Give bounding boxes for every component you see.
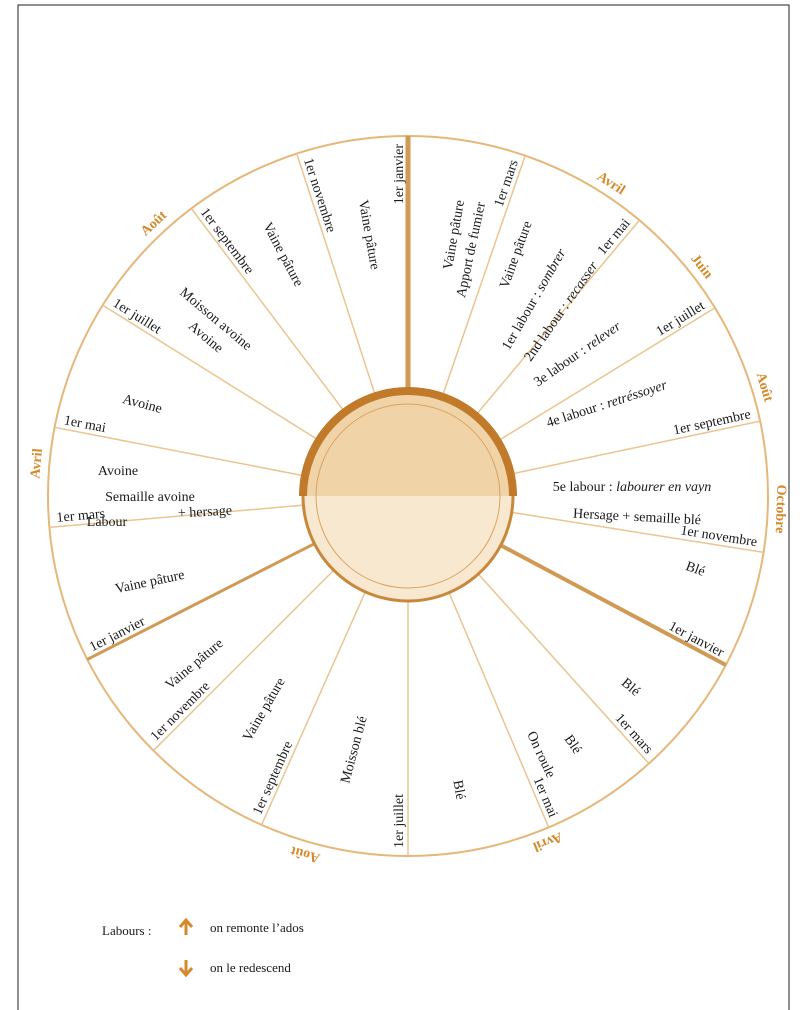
sector-text: Blé [618,676,643,700]
spoke-label: 1er mars [612,711,656,757]
hub-arc [303,391,513,496]
sector-label: Avoine [98,464,138,479]
spoke-label: 1er janvier [392,144,407,205]
sector-text: Semaille avoine [105,490,195,505]
spoke-label: 1er septembre [250,739,296,817]
sector-text: Vaine pâture [163,636,227,693]
sector-text: Labour [87,515,128,530]
month-label: Avril [28,448,46,479]
sector-label: Vaine pâture [114,568,186,597]
legend-up: on remonte l’ados [210,920,304,935]
sector-text: + hersage [178,504,233,522]
spoke-label: 1er septembre [197,205,256,277]
sector-label: Moisson blé [339,715,371,785]
sector-label: Vaine pâture [259,220,305,289]
spoke-label-group: 1er septembre [250,739,296,817]
spoke-label-group: 1er mars [492,158,522,209]
sector-label: Semaille avoine [105,490,195,505]
spoke-label-group: 1er mai [595,216,634,258]
sector-text: 5e labour : [553,480,616,495]
sector-text: Moisson blé [339,715,371,785]
up-arrow-icon [180,920,192,935]
spoke-label-group: 1er novembre [148,679,213,744]
labour-term: recasser [563,259,603,306]
spoke-label: 1er septembre [672,407,752,438]
sector-label: Vaine pâture [241,676,289,744]
sector-text: On roule [523,729,557,780]
calendar-diagram: 1er janvier 1er mars 1er mai 1er juillet 1er… [0,0,807,1010]
spoke-label: 1er juillet [110,296,164,337]
labour-term: relever [583,319,624,354]
sector-label: Blé [561,733,584,758]
labour-term: labourer en vayn [616,480,711,495]
down-arrow-icon [180,960,192,975]
month-label: Octobre [772,484,789,533]
spoke [55,427,305,476]
month-label: Avril [594,169,627,198]
spoke [297,154,376,397]
sector-text: Avoine [121,392,164,417]
sector-label: Blé [618,676,643,700]
spoke-label-group: 1er janvier [392,144,407,205]
sector-label: On roule [523,729,557,780]
sector-text: Vaine pâture [498,219,536,290]
month-label: Août [138,208,170,239]
spoke-label: 1er mai [595,216,634,258]
sector-text: 4e labour : [545,397,610,431]
spoke [478,574,649,764]
sector-text: Blé [683,559,706,580]
spoke-label-group: 1er juillet [392,794,407,848]
sector-label: Blé [449,779,467,801]
spoke-label-group: 1er juillet [654,299,708,340]
sector-label: Labour [87,515,128,530]
spoke-label: 1er juillet [654,299,708,340]
sector-text: Vaine pâture [241,676,289,744]
sector-label: Avoine [121,392,164,417]
month-label: Août [289,842,322,865]
spoke-label-group: 1er mars [612,711,656,757]
sector-text: Avoine [98,464,138,479]
labour-term: retréssoyer [605,378,670,412]
spoke-label: 1er mai [530,775,560,820]
sector-label: + hersage [178,504,233,522]
sector-label: Vaine pâture [163,636,227,693]
sector-label: Vaine pâture [355,199,382,271]
spoke-label: 1er novembre [148,679,213,744]
sector-label: 5e labour : labourer en vayn [553,480,712,495]
spoke-label-group: 1er juillet [110,296,164,337]
sector-text: Blé [449,779,467,801]
spoke-label-group: 1er septembre [672,407,752,438]
legend-title: Labours : [102,923,151,938]
month-label: Juin [687,252,715,282]
sector-text: Vaine pâture [114,568,186,597]
spoke-label-group: 1er septembre [197,205,256,277]
month-label: Août [753,371,776,404]
sector-text: Vaine pâture [355,199,382,271]
spoke-label: 1er mars [492,158,522,209]
sector-text: Blé [561,733,584,758]
legend-down: on le redescend [210,960,291,975]
sector-text: Vaine pâture [259,220,305,289]
sector-label: 4e labour : retréssoyer [545,378,670,431]
sector-label: Vaine pâture [498,219,536,290]
spoke-label-group: 1er mai [530,775,560,820]
spoke-label: 1er juillet [392,794,407,848]
spoke [87,544,314,660]
labour-term: sombrer [534,246,570,294]
sector-label: Blé [683,559,706,580]
